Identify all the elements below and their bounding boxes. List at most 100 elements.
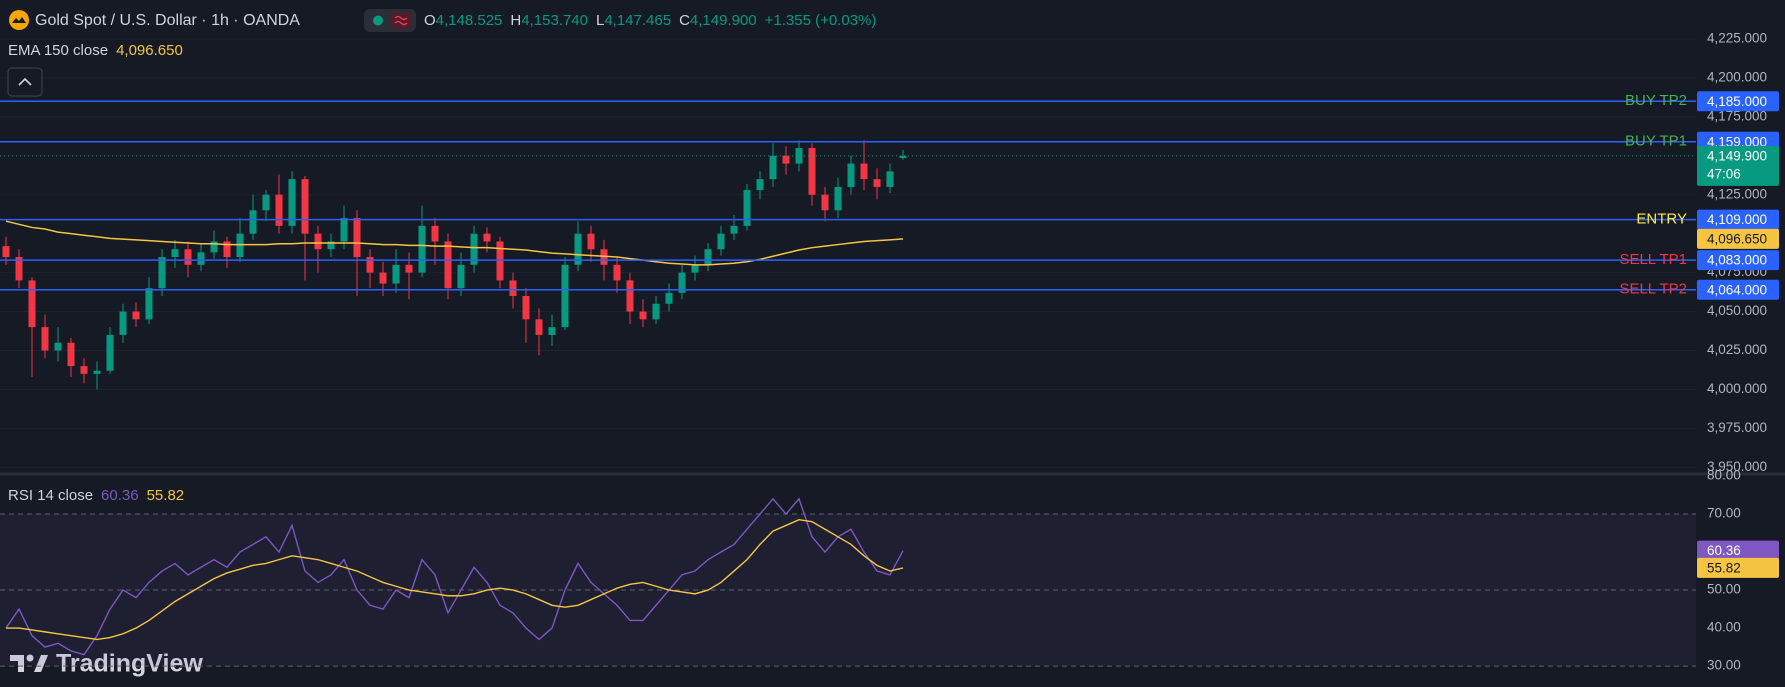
y-tick-label: 30.00 — [1707, 658, 1741, 673]
candle-body — [197, 252, 205, 265]
ema-value: 4,096.650 — [116, 42, 183, 59]
y-tick-label: 4,125.000 — [1707, 186, 1767, 201]
candle-body — [522, 295, 530, 320]
rsi-line — [5, 497, 904, 656]
price-change: +1.355 (+0.03%) — [765, 12, 877, 29]
candle-body — [418, 225, 426, 273]
candle-body — [80, 366, 88, 374]
y-tick-label: 3,950.000 — [1707, 459, 1767, 474]
y-tick-label: 4,175.000 — [1707, 108, 1767, 123]
rsi-value-label: 55.82 — [1707, 560, 1741, 575]
candle-body — [730, 225, 738, 234]
ema-name: EMA 150 close — [8, 42, 108, 59]
candle-body — [15, 257, 23, 281]
candle-body — [509, 280, 517, 296]
candle-body — [249, 210, 257, 234]
candle-body — [327, 241, 335, 250]
candle-body — [236, 233, 244, 258]
candle-body — [41, 327, 49, 351]
level-price-box — [1697, 279, 1779, 300]
level-price-label: 4,064.000 — [1707, 282, 1767, 297]
candle-body — [54, 342, 62, 351]
candle-body — [743, 190, 751, 226]
candle-body — [821, 194, 829, 211]
y-tick-label: 70.00 — [1707, 506, 1741, 521]
candle-body — [639, 311, 647, 320]
ohlc-value: 4,149.900 — [690, 12, 757, 29]
candle-body — [626, 280, 634, 312]
candle-body — [886, 171, 894, 187]
ema-legend: EMA 150 close 4,096.650 — [8, 42, 183, 59]
rsi-value-box — [1697, 540, 1779, 561]
candle-body — [184, 249, 192, 265]
candle-body — [431, 225, 439, 242]
candle-body — [691, 264, 699, 273]
y-tick-label: 50.00 — [1707, 582, 1741, 597]
candle-body — [275, 194, 283, 226]
level-price-label: 4,159.000 — [1707, 134, 1767, 149]
y-tick-label: 4,025.000 — [1707, 342, 1767, 357]
level-price-label: 4,109.000 — [1707, 212, 1767, 227]
ohlc-key: C — [679, 12, 690, 29]
rsi-legend-value: 55.82 — [147, 487, 185, 504]
candle-body — [28, 280, 36, 328]
symbol-title: Gold Spot / U.S. Dollar · 1h · OANDA — [35, 12, 300, 29]
candle-body — [470, 233, 478, 265]
candle-body — [106, 334, 114, 371]
candle-body — [535, 319, 543, 335]
level-price-label: 4,185.000 — [1707, 94, 1767, 109]
candle-body — [132, 311, 140, 320]
rsi-legend-value: 60.36 — [101, 487, 139, 504]
ohlc-key: L — [596, 12, 604, 29]
candle-body — [717, 233, 725, 250]
y-tick-label: 80.00 — [1707, 468, 1741, 483]
candle-body — [392, 264, 400, 284]
rsi-name: RSI 14 close — [8, 487, 93, 504]
candle-body — [587, 233, 595, 250]
candle-body — [678, 272, 686, 293]
symbol-icon — [9, 10, 29, 30]
candle-body — [847, 163, 855, 187]
candle-body — [834, 186, 842, 211]
y-tick-label: 4,200.000 — [1707, 69, 1767, 84]
y-tick-label: 4,050.000 — [1707, 303, 1767, 318]
rsi-value-label: 60.36 — [1707, 543, 1741, 558]
candle-body — [314, 233, 322, 250]
candle-body — [795, 147, 803, 164]
candle-body — [210, 241, 218, 253]
y-tick-label: 4,225.000 — [1707, 31, 1767, 46]
level-price-box — [1697, 209, 1779, 230]
candle-body — [860, 163, 868, 180]
candle-body — [93, 370, 101, 374]
candle-body — [483, 233, 491, 242]
candle-body — [171, 249, 179, 258]
candle-body — [444, 241, 452, 289]
candle-body — [223, 241, 231, 258]
candle-body — [769, 155, 777, 180]
rsi-value-box — [1697, 557, 1779, 578]
candle-body — [548, 327, 556, 335]
candle-body — [158, 257, 166, 289]
candle-body — [808, 147, 816, 195]
candle-body — [613, 264, 621, 281]
level-price-box — [1697, 250, 1779, 271]
countdown: 47:06 — [1707, 166, 1741, 181]
candle-body — [665, 292, 673, 304]
candle-body — [756, 179, 764, 191]
candle-body — [340, 218, 348, 242]
candle-body — [704, 249, 712, 265]
candle-body — [262, 194, 270, 211]
candle-body — [353, 218, 361, 258]
y-tick-label: 3,975.000 — [1707, 420, 1767, 435]
level-price-box — [1697, 91, 1779, 112]
level-name: ENTRY — [1636, 211, 1687, 228]
candle-body — [873, 179, 881, 187]
ohlc-value: 4,148.525 — [436, 12, 503, 29]
collapse-button[interactable] — [7, 67, 43, 97]
y-tick-label: 40.00 — [1707, 620, 1741, 635]
ohlc-key: H — [510, 12, 521, 29]
candle-body — [67, 342, 75, 367]
candle-body — [457, 264, 465, 289]
